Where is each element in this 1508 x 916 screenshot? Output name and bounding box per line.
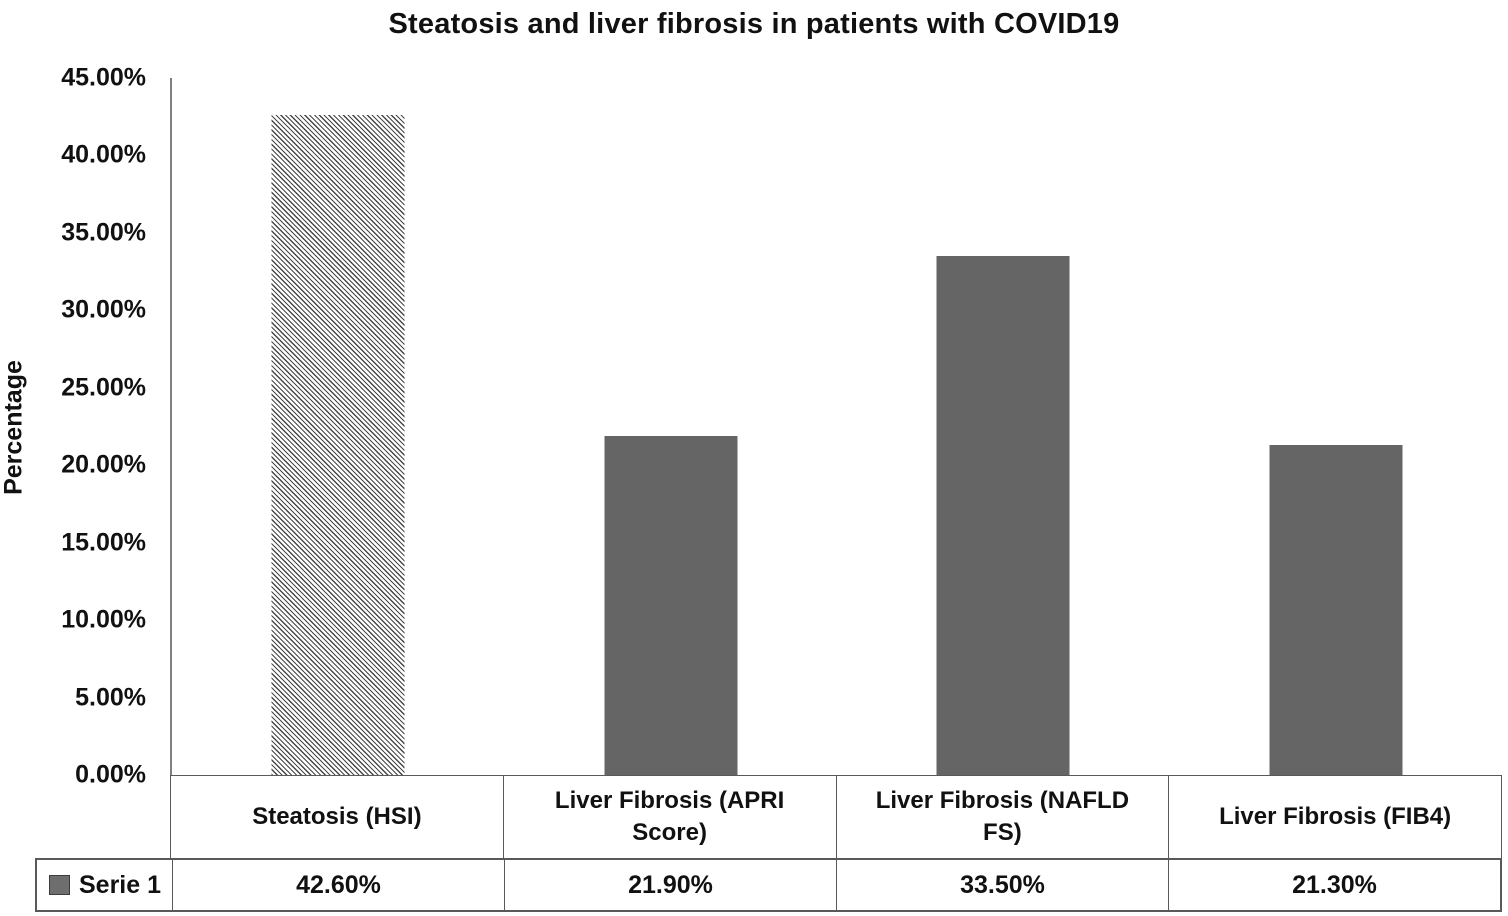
y-axis-tick-labels: 0.00% 5.00% 10.00% 15.00% 20.00% 25.00% 30.00%… — [0, 64, 158, 789]
category-label: Liver Fibrosis (APRI Score) — [502, 776, 836, 858]
bar-column — [837, 78, 1170, 775]
bar-3 — [936, 256, 1070, 775]
bar-column — [1170, 78, 1503, 775]
category-header-row: Steatosis (HSI) Liver Fibrosis (APRI Scor… — [170, 775, 1502, 859]
y-tick-label: 35.00% — [61, 218, 146, 247]
category-label: Liver Fibrosis (NAFLD FS) — [835, 776, 1169, 858]
bars-container — [172, 78, 1502, 775]
bar-column — [505, 78, 838, 775]
category-label: Steatosis (HSI) — [252, 802, 422, 830]
bar-column — [172, 78, 505, 775]
y-tick-label: 25.00% — [61, 373, 146, 402]
value-cell: 33.50% — [836, 860, 1168, 910]
y-tick-label: 20.00% — [61, 450, 146, 479]
y-tick-label: 0.00% — [75, 760, 146, 789]
chart-title: Steatosis and liver fibrosis in patients… — [388, 8, 1120, 40]
y-tick-label: 15.00% — [61, 528, 146, 557]
category-label: Liver Fibrosis (FIB4) — [1168, 776, 1501, 858]
y-tick-label: 5.00% — [75, 683, 146, 712]
bar-1 — [271, 115, 405, 775]
data-table-row: Serie 1 42.60% 21.90% 33.50% 21.30% — [35, 858, 1502, 912]
y-tick-label: 30.00% — [61, 295, 146, 324]
y-tick-label: 10.00% — [61, 605, 146, 634]
y-tick-label: 45.00% — [61, 63, 146, 92]
bar-4 — [1269, 445, 1403, 775]
value-cell: 21.30% — [1168, 860, 1500, 910]
series-swatch-icon — [49, 875, 70, 895]
value-cell: 21.90% — [504, 860, 836, 910]
bar-2 — [604, 435, 738, 775]
series-name: Serie 1 — [79, 870, 162, 899]
value-cell: 42.60% — [172, 860, 504, 910]
plot-area — [170, 78, 1502, 775]
y-tick-label: 40.00% — [61, 140, 146, 169]
legend-cell: Serie 1 — [37, 860, 172, 910]
